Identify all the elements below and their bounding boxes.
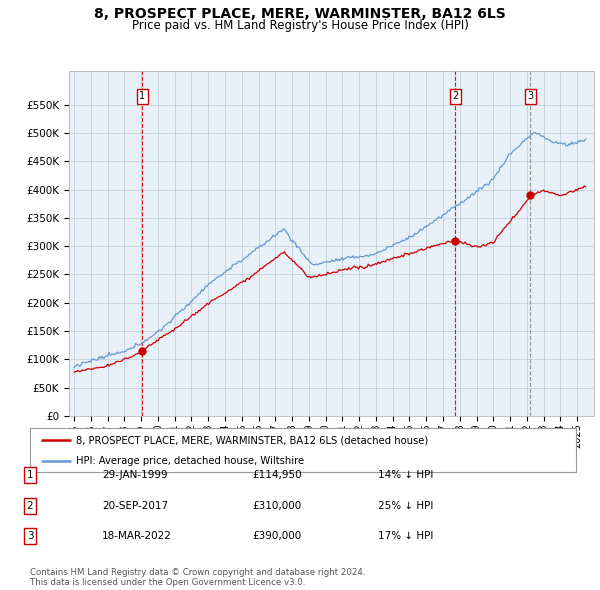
Text: 2: 2: [452, 91, 458, 101]
Text: 8, PROSPECT PLACE, MERE, WARMINSTER, BA12 6LS (detached house): 8, PROSPECT PLACE, MERE, WARMINSTER, BA1…: [76, 435, 428, 445]
Text: HPI: Average price, detached house, Wiltshire: HPI: Average price, detached house, Wilt…: [76, 456, 305, 466]
Text: 14% ↓ HPI: 14% ↓ HPI: [378, 470, 433, 480]
Text: £114,950: £114,950: [252, 470, 302, 480]
Text: 1: 1: [26, 470, 34, 480]
Text: 8, PROSPECT PLACE, MERE, WARMINSTER, BA12 6LS: 8, PROSPECT PLACE, MERE, WARMINSTER, BA1…: [94, 7, 506, 21]
Text: 29-JAN-1999: 29-JAN-1999: [102, 470, 167, 480]
Text: 2: 2: [26, 501, 34, 510]
Text: 3: 3: [26, 532, 34, 541]
Text: 20-SEP-2017: 20-SEP-2017: [102, 501, 168, 510]
Text: £390,000: £390,000: [252, 532, 301, 541]
Text: 3: 3: [527, 91, 533, 101]
Text: 1: 1: [139, 91, 146, 101]
Text: 25% ↓ HPI: 25% ↓ HPI: [378, 501, 433, 510]
Text: £310,000: £310,000: [252, 501, 301, 510]
Text: 17% ↓ HPI: 17% ↓ HPI: [378, 532, 433, 541]
Text: 18-MAR-2022: 18-MAR-2022: [102, 532, 172, 541]
Text: Contains HM Land Registry data © Crown copyright and database right 2024.
This d: Contains HM Land Registry data © Crown c…: [30, 568, 365, 587]
Text: Price paid vs. HM Land Registry's House Price Index (HPI): Price paid vs. HM Land Registry's House …: [131, 19, 469, 32]
